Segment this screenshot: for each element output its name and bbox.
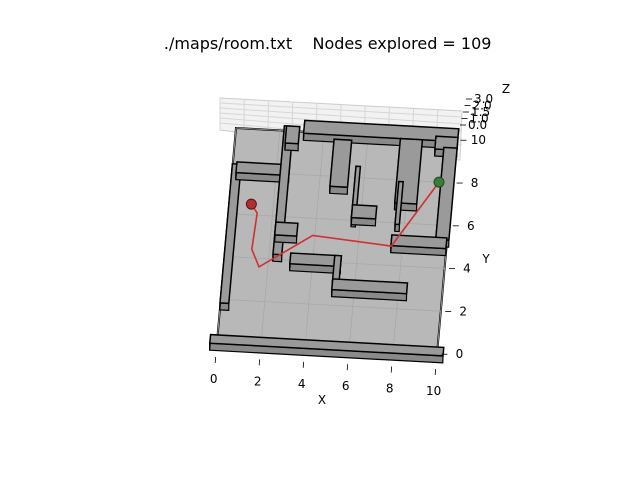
obstacle-top-face bbox=[273, 221, 299, 237]
z-tick-label: 1.0 bbox=[470, 112, 489, 126]
x-tick-label: 8 bbox=[386, 382, 394, 396]
x-tick-label: 10 bbox=[426, 384, 441, 398]
obstacle-center-thin-right bbox=[394, 180, 405, 233]
z-tick-label: 1.5 bbox=[471, 105, 490, 119]
z-tick-label: 3.0 bbox=[474, 92, 493, 106]
z-tick-label: 2.0 bbox=[473, 99, 492, 113]
obstacle-lower-bar bbox=[330, 278, 409, 302]
obstacle-top-face bbox=[394, 180, 405, 226]
planned-path bbox=[250, 181, 440, 269]
title-map-name: ./maps/room.txt bbox=[164, 34, 292, 53]
x-tick-label: 4 bbox=[298, 377, 306, 391]
y-axis-label: Y bbox=[481, 252, 490, 266]
goal-marker bbox=[433, 176, 445, 188]
title-nodes-explored: Nodes explored = 109 bbox=[313, 34, 492, 53]
x-tick-label: 2 bbox=[254, 374, 262, 388]
obstacle-top-face bbox=[330, 278, 409, 295]
z-axis-label: Z bbox=[502, 82, 510, 96]
obstacle-top-face bbox=[208, 333, 445, 357]
obstacle-top-face bbox=[390, 234, 448, 250]
y-tick-label: 0 bbox=[456, 347, 464, 361]
obstacle-top-face bbox=[284, 125, 301, 145]
obstacle-left-ledge bbox=[235, 161, 291, 184]
start-marker bbox=[245, 198, 257, 210]
z-tick-label: 0.0 bbox=[468, 118, 487, 132]
x-axis-label: X bbox=[318, 393, 326, 407]
obstacle-inner-left-stub bbox=[284, 125, 301, 152]
obstacle-top-face bbox=[350, 204, 378, 220]
x-tick-label: 6 bbox=[342, 379, 350, 393]
y-tick-label: 10 bbox=[471, 133, 486, 147]
x-tick-label: 0 bbox=[210, 372, 218, 386]
y-tick-label: 4 bbox=[463, 262, 471, 276]
obstacle-center-small-box bbox=[350, 204, 378, 227]
obstacles bbox=[208, 119, 460, 364]
y-tick-label: 8 bbox=[471, 176, 479, 190]
obstacle-left-small-box bbox=[273, 221, 299, 244]
y-tick-label: 6 bbox=[467, 219, 475, 233]
obstacle-center-left-block bbox=[329, 138, 353, 195]
obstacle-top-face bbox=[329, 138, 353, 189]
obstacle-top-face bbox=[331, 254, 343, 283]
obstacle-bottom-wall bbox=[208, 333, 445, 364]
obstacle-right-shelf bbox=[390, 234, 448, 257]
y-tick-label: 2 bbox=[459, 304, 467, 318]
